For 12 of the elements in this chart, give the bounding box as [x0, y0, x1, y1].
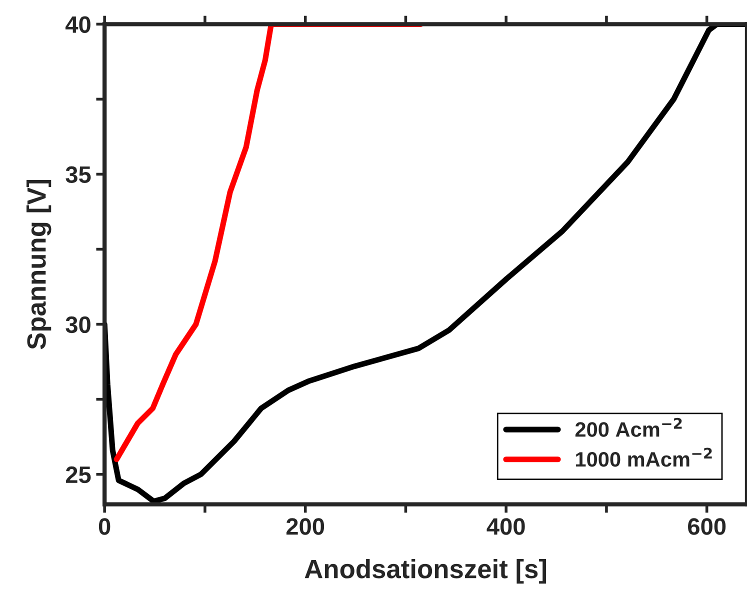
x-tick-label: 600: [688, 518, 726, 535]
y-tick-label: 30: [66, 316, 90, 334]
legend-label: 1000 mAcm$^{−2}$: [576, 448, 712, 467]
x-tick-label: 200: [286, 518, 324, 535]
x-tick-label: 0: [98, 518, 110, 535]
x-tick-label: 400: [486, 518, 525, 535]
legend-label: 200 Acm$^{−2}$: [575, 418, 682, 437]
x-axis-title: Anodsationszeit [s]: [304, 558, 546, 584]
y-tick-label: 25: [66, 466, 91, 484]
y-axis-title: Spannung [V]: [26, 180, 52, 350]
y-tick-label: 40: [65, 16, 90, 33]
y-tick-label: 35: [66, 166, 91, 184]
